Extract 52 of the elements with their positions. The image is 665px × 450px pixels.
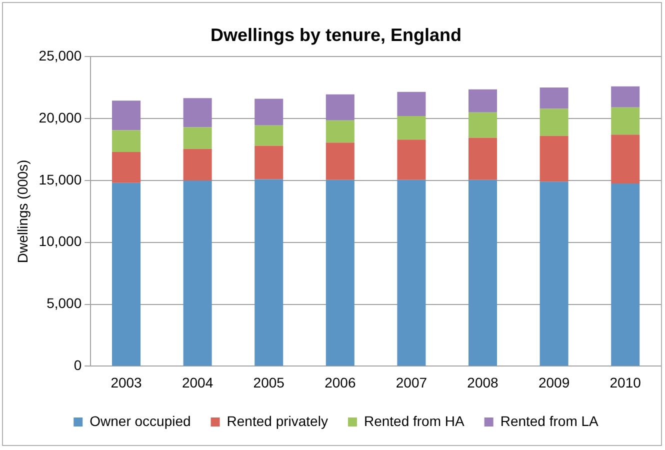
bar	[540, 88, 568, 109]
x-tick-label: 2004	[182, 374, 214, 390]
bar	[254, 179, 284, 366]
x-tick-label: 2010	[610, 374, 642, 390]
bar	[397, 180, 426, 366]
bar	[183, 148, 212, 180]
bar	[611, 86, 640, 108]
legend-label: Rented from HA	[364, 412, 465, 429]
bar	[254, 125, 284, 146]
chart-title: Dwellings by tenure, England	[210, 24, 462, 45]
bar	[468, 89, 498, 112]
bar	[540, 136, 568, 182]
bar	[112, 182, 141, 366]
bar	[112, 100, 141, 130]
bar	[540, 108, 568, 136]
legend-label: Rented privately	[226, 412, 328, 429]
bar	[112, 130, 141, 152]
legend-label: Owner occupied	[90, 412, 191, 429]
bar	[183, 127, 212, 149]
bar	[183, 98, 212, 128]
bar	[540, 182, 568, 366]
bar	[611, 107, 640, 135]
legend-label: Rented from LA	[500, 412, 600, 429]
y-axis-title: Dwellings (000s)	[14, 160, 30, 264]
bar	[326, 180, 354, 366]
y-tick-label: 20,000	[38, 109, 82, 126]
bar	[326, 94, 354, 120]
x-tick-label: 2003	[110, 374, 142, 390]
bar	[254, 98, 284, 126]
bar	[468, 112, 498, 138]
x-tick-label: 2007	[396, 374, 428, 390]
y-tick-label: 5,000	[46, 295, 82, 312]
bar	[397, 92, 426, 116]
y-tick-label: 10,000	[38, 233, 82, 250]
x-tick-label: 2008	[467, 374, 499, 390]
x-tick-label: 2005	[253, 374, 285, 390]
bar	[254, 146, 284, 180]
x-tick-label: 2009	[538, 374, 570, 390]
bar	[611, 134, 640, 184]
x-tick-label: 2006	[324, 374, 356, 390]
bar	[397, 140, 426, 180]
bar	[397, 116, 426, 140]
bar	[183, 180, 212, 366]
bar	[326, 142, 354, 180]
y-tick-label: 0	[74, 357, 82, 374]
bar	[468, 180, 498, 366]
y-tick-label: 25,000	[38, 47, 82, 64]
bar	[112, 152, 141, 183]
bar	[611, 184, 640, 366]
bar	[326, 120, 354, 143]
y-tick-label: 15,000	[38, 171, 82, 188]
bar	[468, 138, 498, 180]
